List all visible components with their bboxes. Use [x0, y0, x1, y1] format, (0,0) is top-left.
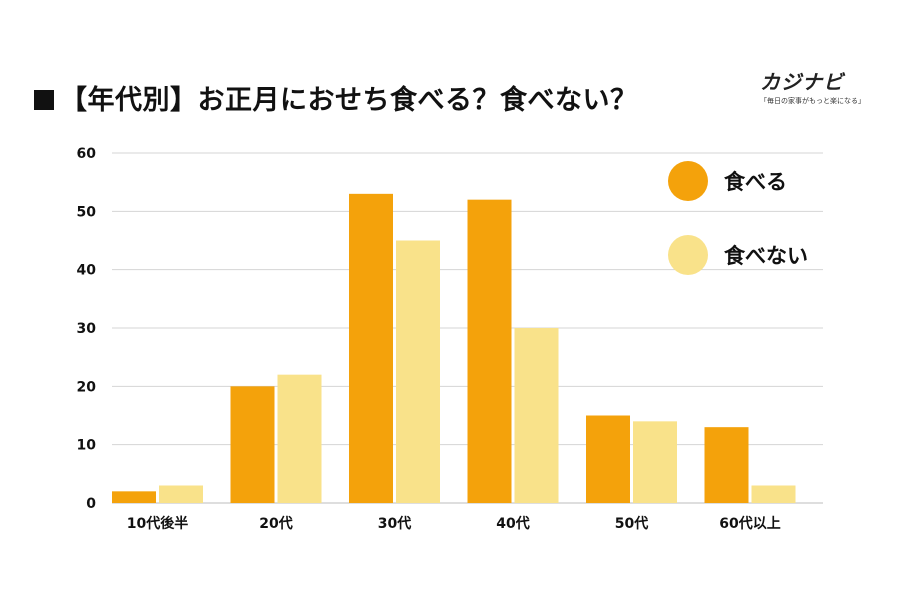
brand-name: カジナビ [760, 70, 844, 94]
x-tick-label: 50代 [615, 515, 648, 532]
y-tick-label: 20 [77, 379, 97, 395]
y-tick-label: 50 [77, 204, 97, 220]
x-tick-label: 60代以上 [719, 515, 780, 532]
legend-label-eat: 食べる [724, 170, 787, 194]
bar-eat [112, 491, 156, 503]
bar-not-eat [277, 374, 322, 503]
bar-not-eat [633, 421, 677, 503]
chart-title-text: 【年代別】お正月におせち食べる？食べない？ [60, 85, 638, 116]
bar-not-eat [751, 485, 796, 503]
bar-eat [349, 193, 393, 504]
y-tick-label: 40 [77, 263, 97, 279]
bar-eat [704, 427, 749, 503]
bar-not-eat [396, 240, 440, 503]
legend-swatch-not-eat [668, 235, 708, 275]
bar-not-eat [514, 328, 559, 503]
y-tick-label: 0 [86, 496, 96, 512]
x-tick-label: 30代 [378, 515, 411, 532]
bar-eat [467, 199, 512, 503]
legend-swatch-eat [668, 161, 708, 201]
legend-label-not-eat: 食べない [724, 244, 808, 268]
x-tick-label: 10代後半 [127, 515, 188, 532]
chart-title: 【年代別】お正月におせち食べる？食べない？ [34, 78, 638, 117]
x-tick-label: 20代 [259, 515, 292, 532]
legend-item-not-eat: 食べない [668, 234, 808, 276]
brand-tagline: 「毎日の家事がもっと楽になる」 [760, 97, 865, 105]
bar-eat [230, 386, 275, 503]
y-tick-label: 10 [77, 438, 97, 454]
y-tick-label: 60 [77, 146, 97, 162]
brand-logo: カジナビ 「毎日の家事がもっと楽になる」 [760, 66, 890, 106]
chart-legend: 食べる 食べない [668, 160, 808, 308]
x-tick-label: 40代 [496, 515, 529, 532]
bar-not-eat [159, 485, 203, 503]
legend-item-eat: 食べる [668, 160, 808, 202]
bar-eat [586, 415, 630, 503]
title-square-icon [34, 90, 54, 110]
y-tick-label: 30 [77, 321, 97, 337]
